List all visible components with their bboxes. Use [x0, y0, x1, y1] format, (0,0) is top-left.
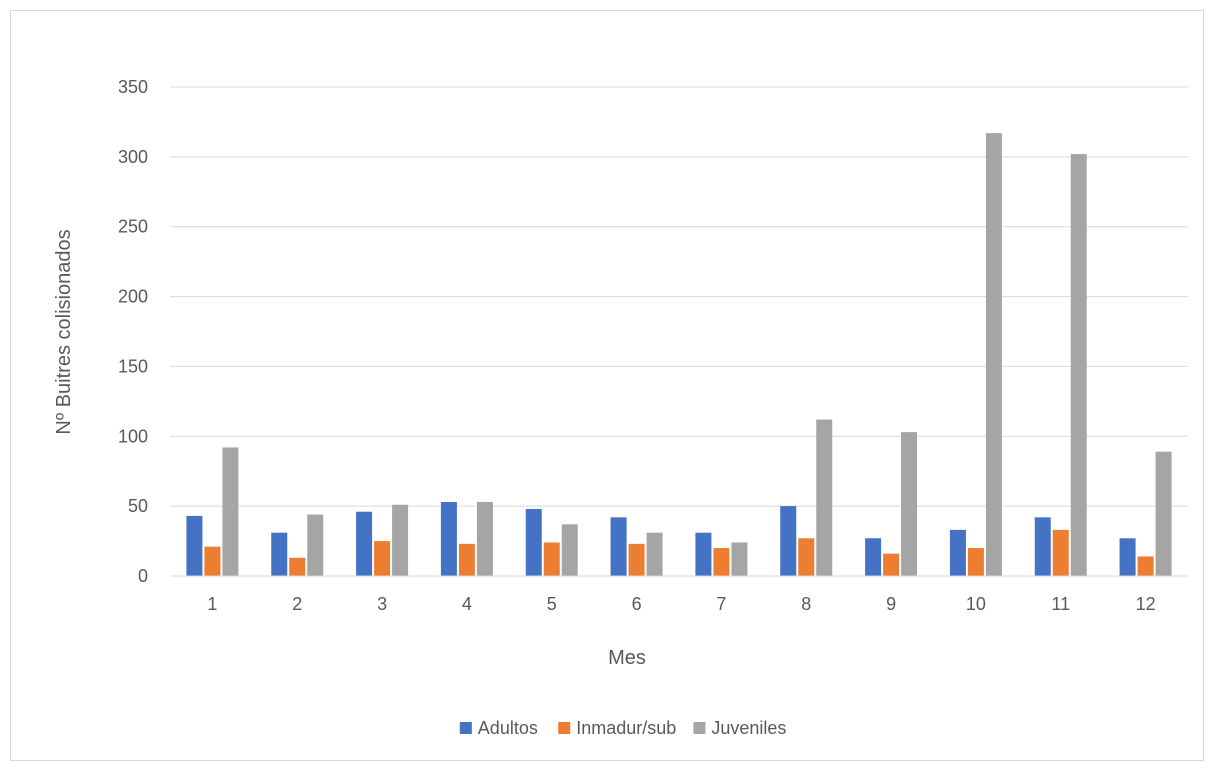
x-tick-label: 11: [1051, 594, 1070, 614]
legend: Adultos Inmadur/sub Juveniles: [459, 718, 786, 738]
bar-adultos-8: [780, 506, 797, 576]
bar-inmadur-sub-4: [458, 543, 475, 576]
legend-label-juveniles: Juveniles: [711, 718, 786, 738]
bar-inmadur-sub-12: [1137, 556, 1154, 576]
bar-juveniles-9: [901, 432, 918, 576]
y-axis-title: Nº Buitres colisionados: [53, 229, 75, 434]
y-tick-label: 100: [118, 426, 148, 446]
gridlines: [170, 86, 1188, 507]
bar-adultos-1: [186, 515, 203, 576]
bar-inmadur-sub-8: [798, 538, 815, 576]
chart-frame: [10, 10, 1204, 761]
legend-swatch-adultos: [459, 722, 472, 734]
x-tick-label: 8: [801, 594, 811, 614]
bar-juveniles-12: [1155, 451, 1172, 576]
x-tick-label: 6: [632, 594, 642, 614]
x-tick-label: 12: [1136, 594, 1156, 614]
bar-adultos-10: [949, 529, 966, 576]
bar-juveniles-6: [646, 532, 663, 576]
bar-adultos-7: [695, 532, 712, 576]
y-tick-label: 0: [138, 566, 148, 586]
legend-swatch-juveniles: [693, 722, 706, 734]
bar-adultos-4: [440, 501, 457, 576]
x-tick-label: 5: [547, 594, 557, 614]
bar-inmadur-sub-9: [883, 553, 900, 576]
y-tick-label: 50: [128, 496, 148, 516]
bar-adultos-2: [271, 532, 288, 576]
bar-adultos-9: [865, 538, 882, 576]
bar-inmadur-sub-5: [543, 542, 560, 576]
bar-adultos-11: [1034, 517, 1051, 576]
x-tick-label: 10: [966, 594, 986, 614]
bar-juveniles-10: [985, 133, 1002, 576]
y-tick-label: 250: [118, 217, 148, 237]
x-tick-label: 4: [462, 594, 472, 614]
bar-juveniles-2: [307, 514, 324, 576]
bar-inmadur-sub-10: [967, 548, 984, 576]
bar-adultos-6: [610, 517, 627, 576]
bar-inmadur-sub-1: [204, 546, 221, 576]
x-tick-label: 2: [292, 594, 302, 614]
bar-juveniles-11: [1070, 154, 1087, 576]
bar-inmadur-sub-2: [289, 557, 306, 576]
bar-adultos-5: [525, 508, 542, 576]
bar-adultos-3: [356, 511, 373, 576]
x-tick-label: 7: [716, 594, 726, 614]
legend-swatch-inmadur-sub: [558, 722, 571, 734]
y-tick-label: 150: [118, 356, 148, 376]
bar-inmadur-sub-3: [374, 541, 391, 576]
x-tick-label: 1: [207, 594, 217, 614]
bar-juveniles-5: [561, 524, 578, 576]
bar-adultos-12: [1119, 538, 1136, 576]
bar-juveniles-1: [222, 447, 239, 576]
bar-inmadur-sub-7: [713, 548, 730, 576]
x-tick-label: 3: [377, 594, 387, 614]
legend-label-adultos: Adultos: [478, 718, 538, 738]
bar-juveniles-3: [392, 504, 409, 576]
y-tick-label: 350: [118, 77, 148, 97]
bar-juveniles-8: [816, 419, 833, 576]
bar-inmadur-sub-11: [1052, 529, 1069, 576]
bar-juveniles-7: [731, 542, 748, 576]
bar-inmadur-sub-6: [628, 543, 645, 576]
bar-juveniles-4: [476, 501, 493, 576]
y-tick-label: 300: [118, 147, 148, 167]
legend-label-inmadur-sub: Inmadur/sub: [576, 718, 676, 738]
y-tick-label: 200: [118, 287, 148, 307]
x-axis-title: Mes: [608, 647, 646, 669]
bars: [186, 133, 1172, 576]
x-tick-label: 9: [886, 594, 896, 614]
